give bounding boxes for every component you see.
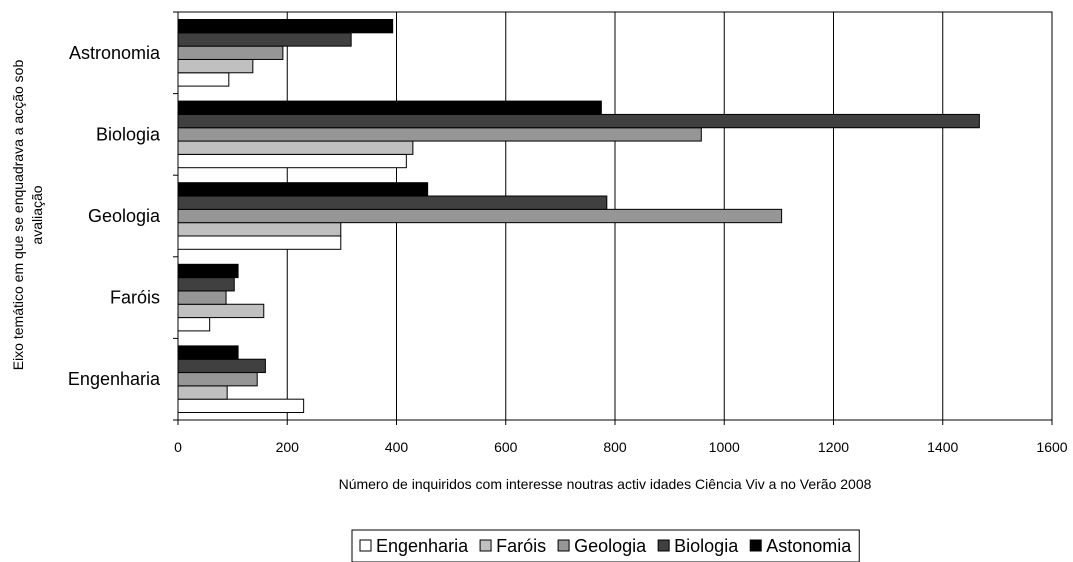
bar-geologia-series-1 bbox=[177, 235, 342, 250]
bars bbox=[177, 19, 980, 413]
bar-astronomia-series-5 bbox=[177, 19, 394, 34]
legend-swatch-5 bbox=[749, 539, 762, 552]
legend-label-2: Faróis bbox=[496, 536, 546, 556]
x-tick-label-200: 200 bbox=[276, 439, 300, 455]
bar-astronomia-series-3 bbox=[177, 45, 284, 60]
y-category-label-astronomia: Astronomia bbox=[69, 43, 161, 63]
bar-engenharia-series-1 bbox=[177, 398, 305, 413]
bar-geologia-series-4 bbox=[177, 195, 608, 210]
x-tick-label-400: 400 bbox=[385, 439, 409, 455]
legend-swatch-3 bbox=[557, 539, 570, 552]
legend-swatch-2 bbox=[479, 539, 492, 552]
x-tick-label-800: 800 bbox=[603, 439, 627, 455]
bar-astronomia-series-4 bbox=[177, 32, 352, 47]
legend: Engenharia Faróis Geologia Biologia Astonomi… bbox=[351, 529, 860, 562]
legend-label-1: Engenharia bbox=[376, 536, 469, 556]
y-axis-title: Eixo temático em que se enquadrava a acç… bbox=[10, 60, 45, 371]
bar-geologia-series-3 bbox=[177, 208, 783, 224]
legend-label-4: Biologia bbox=[674, 536, 739, 556]
bar-geologia-series-2 bbox=[177, 222, 342, 237]
legend-swatch-1 bbox=[359, 539, 372, 552]
bar-geologia-series-5 bbox=[177, 182, 429, 197]
legend-label-5: Astonomia bbox=[766, 536, 852, 556]
legend-swatch-4 bbox=[657, 539, 670, 552]
y-category-labels: Engenharia Faróis Geologia Biologia Astronom… bbox=[68, 43, 161, 389]
y-category-label-geologia: Geologia bbox=[88, 206, 161, 226]
x-axis-title: Número de inquiridos com interesse noutr… bbox=[339, 476, 872, 492]
bar-faróis-series-2 bbox=[177, 303, 265, 319]
bar-engenharia-series-3 bbox=[177, 372, 258, 387]
y-category-label-engenharia: Engenharia bbox=[68, 369, 161, 389]
x-tick-label-600: 600 bbox=[494, 439, 518, 455]
legend-box bbox=[351, 529, 860, 562]
bar-biologia-series-3 bbox=[177, 127, 702, 142]
bar-engenharia-series-5 bbox=[177, 345, 239, 360]
x-tick-label-1000: 1000 bbox=[709, 439, 740, 455]
bar-biologia-series-2 bbox=[177, 140, 414, 155]
x-tick-labels: 0 200 400 600 800 1000 1200 1400 1600 bbox=[174, 439, 1068, 455]
bar-astronomia-series-2 bbox=[177, 58, 254, 74]
bar-biologia-series-5 bbox=[177, 100, 602, 115]
x-tick-label-1600: 1600 bbox=[1036, 439, 1067, 455]
axes bbox=[173, 11, 1053, 425]
y-axis-title-line: Eixo temático em que se enquadrava a acç… bbox=[10, 60, 26, 371]
bar-faróis-series-1 bbox=[177, 317, 211, 332]
bar-faróis-series-5 bbox=[177, 263, 239, 279]
x-tick-label-1400: 1400 bbox=[927, 439, 958, 455]
bar-faróis-series-4 bbox=[177, 277, 235, 292]
y-category-label-faróis: Faróis bbox=[110, 288, 160, 308]
bar-biologia-series-4 bbox=[177, 113, 980, 129]
x-tick-label-0: 0 bbox=[174, 439, 182, 455]
bar-faróis-series-3 bbox=[177, 290, 227, 305]
x-tick-label-1200: 1200 bbox=[818, 439, 849, 455]
bar-engenharia-series-4 bbox=[177, 358, 266, 374]
bar-astronomia-series-1 bbox=[177, 72, 230, 87]
y-axis-title-line: avaliação bbox=[29, 185, 45, 244]
y-category-label-biologia: Biologia bbox=[96, 124, 161, 144]
legend-label-3: Geologia bbox=[574, 536, 647, 556]
bar-biologia-series-1 bbox=[177, 153, 407, 169]
bar-engenharia-series-2 bbox=[177, 385, 228, 400]
